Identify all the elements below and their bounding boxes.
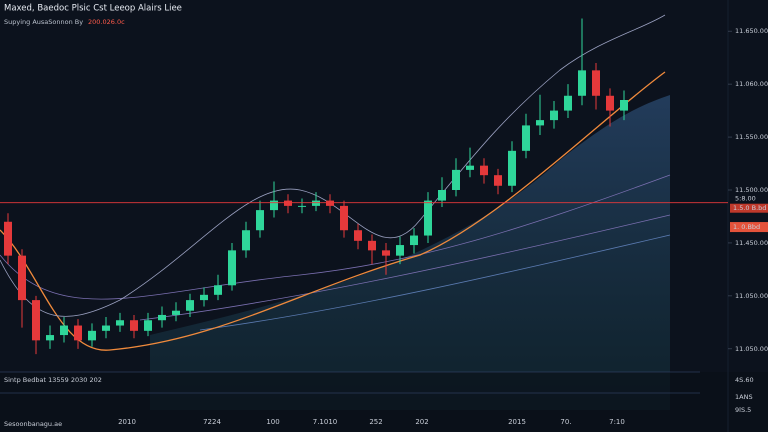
indicator-panel <box>0 372 768 432</box>
price-tag <box>730 203 768 213</box>
candle-body <box>130 320 138 331</box>
candle-body <box>368 240 376 251</box>
candle-body <box>578 70 586 96</box>
shaded-band <box>150 95 670 410</box>
candle-body <box>536 120 544 126</box>
y-tick-label: 11.550.00 <box>735 133 768 141</box>
candle-body <box>564 95 572 111</box>
candle-body <box>438 190 446 201</box>
candle-body <box>466 165 474 170</box>
candle-body <box>340 205 348 231</box>
x-tick-label: 2015 <box>508 418 526 426</box>
x-tick-label: 252 <box>369 418 382 426</box>
moving-average <box>0 71 666 351</box>
candle-body <box>18 255 26 301</box>
candle-body <box>312 200 320 206</box>
candle-body <box>158 314 166 321</box>
x-tick-label: 202 <box>415 418 428 426</box>
candle-body <box>242 230 250 251</box>
envelope-line <box>199 234 671 331</box>
fast-average <box>0 14 666 317</box>
y-tick-label: 11.060.00 <box>735 80 768 88</box>
subtitle-highlight: 200.026.0c <box>88 18 125 26</box>
price-note: 5:8.00 <box>735 195 756 203</box>
candle-body <box>270 200 278 211</box>
candle-body <box>396 245 404 256</box>
candle-body <box>172 310 180 315</box>
indicator-tick: 1ANS <box>735 393 753 401</box>
candle-body <box>214 285 222 295</box>
candle-body <box>480 165 488 176</box>
x-tick-label: 2010 <box>118 418 136 426</box>
candle-body <box>410 235 418 246</box>
candle-body <box>620 100 628 111</box>
candle-body <box>508 150 516 186</box>
envelope-line <box>139 214 671 321</box>
candle-body <box>200 294 208 301</box>
indicator-tick: 4S.60 <box>735 376 754 384</box>
candle-body <box>424 200 432 236</box>
x-tick-label: 7:10 <box>609 418 625 426</box>
candle-body <box>186 300 194 311</box>
y-tick-label: 11.500.00 <box>735 186 768 194</box>
candle-body <box>550 110 558 121</box>
envelope-line <box>0 174 671 300</box>
candle-body <box>592 70 600 96</box>
chart-title: Maxed, Baedoc Plsic Cst Leeop Alairs Lie… <box>4 4 182 14</box>
candle-body <box>522 125 530 151</box>
y-tick-label: 11.650.00 <box>735 27 768 35</box>
candle-body <box>60 325 68 336</box>
price-tag-label: 1.5.0 B.bd <box>733 204 766 212</box>
indicator-tick: 9lS.5 <box>735 406 751 414</box>
x-tick-label: 7.1010 <box>313 418 338 426</box>
x-tick-label: 70. <box>560 418 571 426</box>
candle-body <box>88 330 96 341</box>
candle-body <box>102 325 110 331</box>
candle-body <box>116 320 124 326</box>
candle-body <box>228 250 236 286</box>
candle-body <box>298 205 306 207</box>
candle-body <box>382 250 390 256</box>
candle-body <box>32 300 40 341</box>
candle-body <box>74 325 82 341</box>
candle-body <box>354 230 362 241</box>
price-marker-label: 1. 0.Bbd <box>733 223 760 231</box>
candle-body <box>494 175 502 186</box>
candle-body <box>326 200 334 206</box>
x-tick-label: 7224 <box>203 418 221 426</box>
indicator-label: Sintp Bedbat 13559 2030 202 <box>4 376 102 384</box>
candle-body <box>46 335 54 341</box>
x-tick-label: 100 <box>266 418 279 426</box>
candle-body <box>4 221 12 256</box>
candle-body <box>452 169 460 190</box>
candle-body <box>284 200 292 206</box>
y-tick-label: 11.050.00 <box>735 292 768 300</box>
footer: Sesoonbanagu.ae <box>4 420 62 428</box>
candle-body <box>256 210 264 231</box>
y-tick-label: 11.450.00 <box>735 239 768 247</box>
y-tick-label: 11.050.00 <box>735 345 768 353</box>
chart-subtitle: Supying AusaSonnon By <box>4 18 83 26</box>
price-marker <box>730 222 768 233</box>
candle-body <box>606 95 614 111</box>
candle-body <box>144 320 152 331</box>
